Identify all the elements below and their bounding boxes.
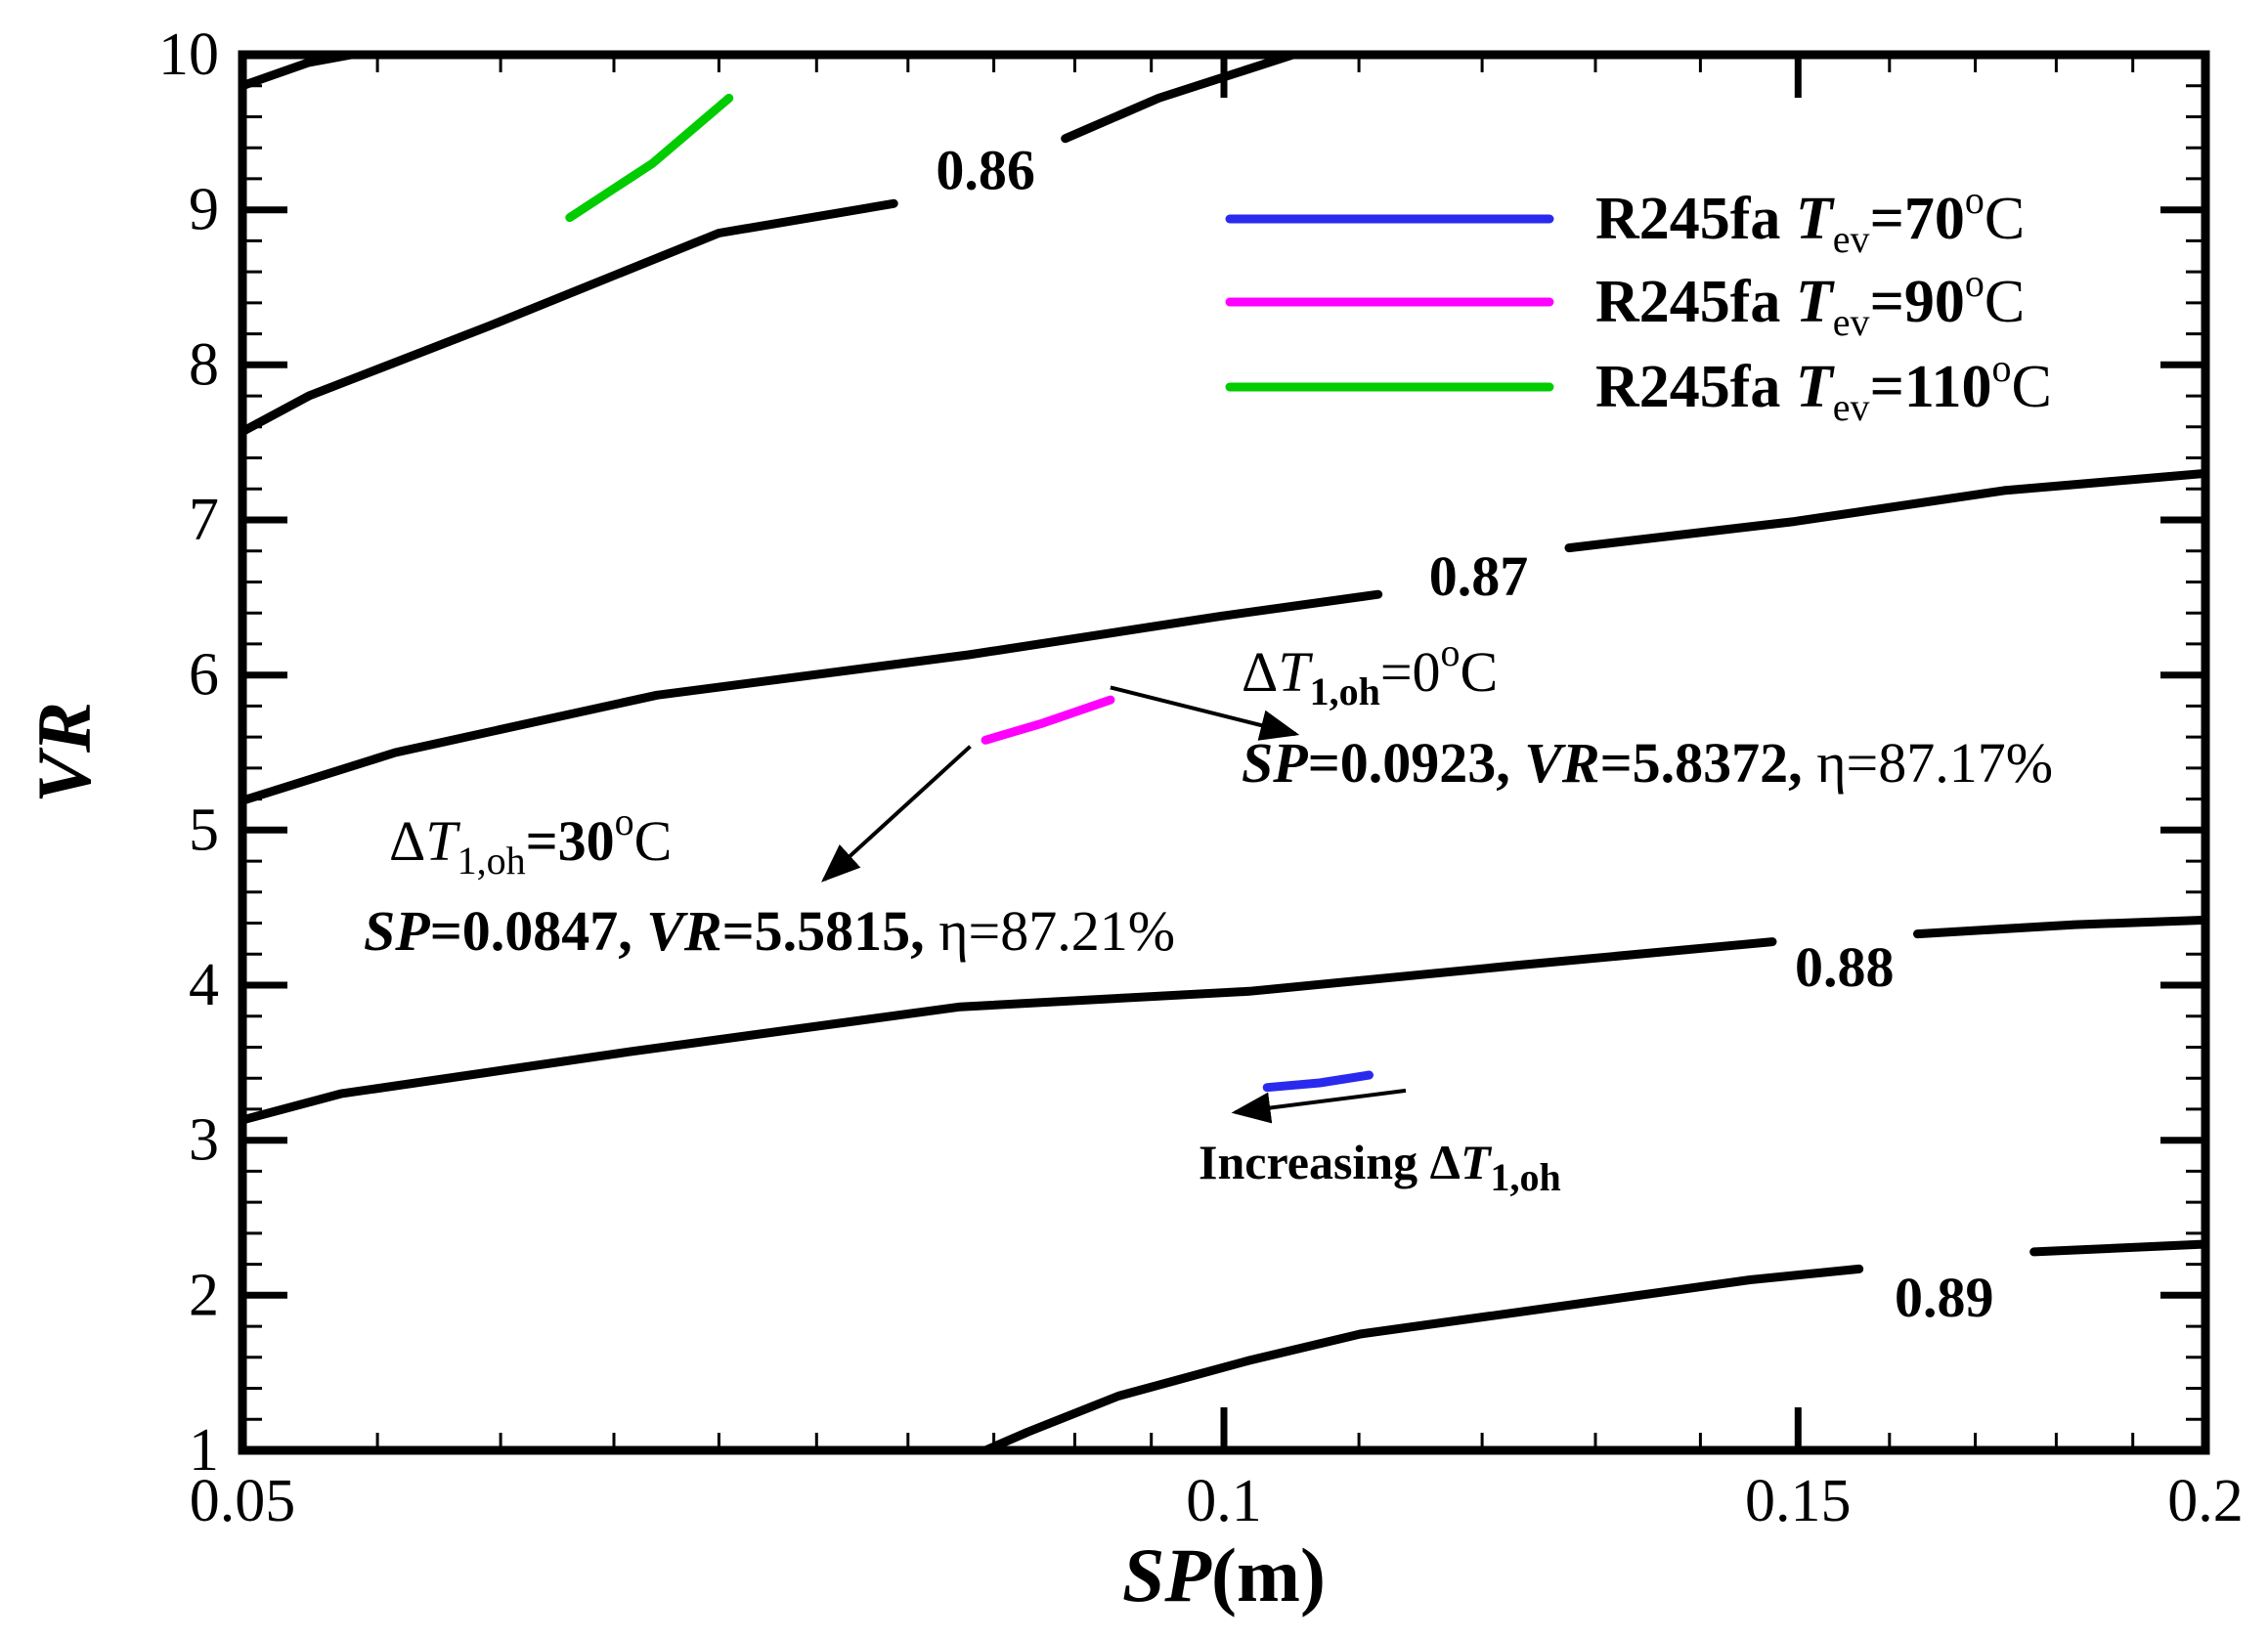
arrow-oh30 — [821, 745, 972, 883]
arrow-oh0 — [1110, 685, 1300, 741]
legend-label-90: R245fa Tev=90oC — [1595, 261, 2025, 344]
annotation-oh30-title: ΔT1,oh=30oC — [389, 799, 672, 883]
y-axis-title: VR — [22, 702, 107, 803]
x-axis-title-main: SP — [1122, 1532, 1212, 1617]
contour-line-0.88 — [238, 937, 1777, 1125]
annotation-oh0-title: ΔT1,oh=0oC — [1242, 630, 1498, 713]
y-tick-label: 3 — [189, 1107, 219, 1174]
y-tick-label: 4 — [189, 952, 219, 1018]
legend-label-70: R245fa Tev=70oC — [1595, 178, 2025, 261]
y-tick-label: 7 — [189, 487, 219, 553]
annotation-oh0: ΔT1,oh=0oC SP=0.0923, VR=5.8372, η=87.17… — [1242, 630, 2053, 795]
legend: R245fa Tev=70oC R245fa Tev=90oC R245fa T… — [1225, 178, 2052, 429]
y-tick-label: 2 — [189, 1262, 219, 1328]
annotation-oh30: ΔT1,oh=30oC SP=0.0847, VR=5.5815, η=87.2… — [364, 799, 1175, 963]
x-tick-label: 0.2 — [2167, 1468, 2244, 1534]
contour-label-0.88: 0.88 — [1795, 935, 1895, 999]
series-lines — [565, 93, 1374, 1093]
y-tick-label: 5 — [189, 797, 219, 863]
x-axis-title-unit: (m) — [1211, 1532, 1326, 1617]
annotation-oh30-values: SP=0.0847, VR=5.5815, η=87.21% — [364, 899, 1175, 963]
contour-line-0.87 — [238, 589, 1383, 805]
y-tick-label: 1 — [189, 1417, 219, 1484]
contour-label-0.87: 0.87 — [1429, 544, 1529, 608]
y-tick-label: 10 — [158, 22, 219, 88]
contour-line-0.86 — [238, 198, 898, 437]
arrow-inc — [1231, 1088, 1407, 1124]
x-tick-label: 0.15 — [1745, 1468, 1852, 1534]
contour-label-0.89: 0.89 — [1895, 1266, 1994, 1329]
y-tick-label: 9 — [189, 177, 219, 243]
x-tick-label: 0.1 — [1186, 1468, 1262, 1534]
contour-line-0.89 — [2029, 1239, 2210, 1257]
x-tick-labels: 0.05 0.1 0.15 0.2 — [190, 1468, 2244, 1534]
plot-frame — [238, 50, 2210, 1455]
annotation-oh0-values: SP=0.0923, VR=5.8372, η=87.17% — [1242, 731, 2053, 795]
contour-line-0.88 — [1913, 915, 2210, 939]
contour-line-0.87 — [1564, 468, 2210, 553]
series-line-90 — [981, 695, 1115, 745]
legend-label-110: R245fa Tev=110oC — [1595, 346, 2052, 429]
contour-line-0.86 — [1061, 50, 1298, 144]
contour-labels: 0.86 0.87 0.88 0.89 — [936, 138, 1993, 1329]
x-tick-label: 0.05 — [190, 1468, 296, 1534]
x-axis-title: SP(m) — [1122, 1532, 1326, 1617]
annotation-increasing: Increasing ΔT1,oh — [1199, 1135, 1561, 1199]
series-line-110 — [565, 93, 734, 223]
contour-lines — [238, 50, 2210, 1455]
y-tick-label: 6 — [189, 642, 219, 709]
series-line-70 — [1262, 1070, 1374, 1093]
contour-label-0.86: 0.86 — [936, 138, 1035, 201]
contour-line-0.86 — [238, 50, 356, 91]
y-tick-label: 8 — [189, 331, 219, 398]
contour-line-0.89 — [981, 1264, 1864, 1455]
annotation-arrows — [821, 685, 1407, 1124]
y-tick-labels: 1 2 3 4 5 6 7 8 9 10 — [158, 22, 219, 1484]
